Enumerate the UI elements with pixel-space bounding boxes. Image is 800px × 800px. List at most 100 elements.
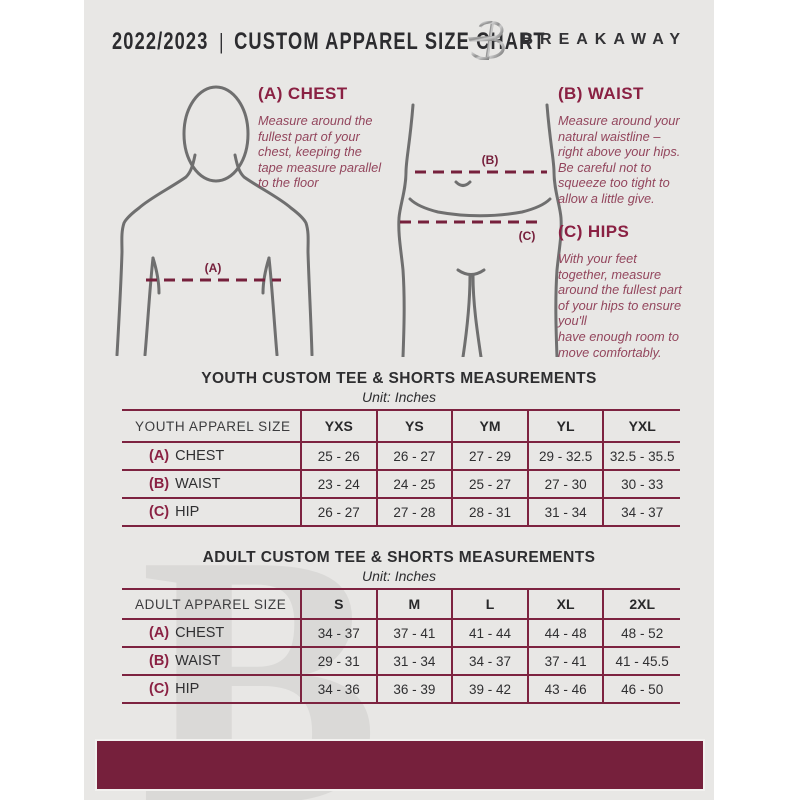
waist-heading: (B) WAIST: [558, 84, 644, 103]
table-cell: 29 - 31: [302, 648, 378, 674]
figure-navel: [454, 180, 472, 187]
row-prefix: (A): [149, 448, 170, 464]
table-cell: 41 - 44: [453, 620, 529, 646]
chest-instructions: (A) CHEST Measure around the fullest par…: [258, 84, 400, 191]
figure-right-armpit: [261, 256, 271, 295]
waist-body-text: Measure around your natural waistline – …: [558, 113, 681, 206]
row-prefix: (C): [149, 504, 170, 520]
table-cell: 23 - 24: [302, 471, 378, 497]
youth-chest-row: (A) CHEST 25 - 26 26 - 27 27 - 29 29 - 3…: [122, 443, 680, 471]
youth-table-header-row: YOUTH APPAREL SIZE YXS YS YM YL YXL: [122, 411, 680, 443]
adult-section-title: ADULT CUSTOM TEE & SHORTS MEASUREMENTS: [202, 549, 596, 566]
figure-left-inner-arm: [143, 256, 155, 356]
page-background: 2022/2023 | CUSTOM APPAREL SIZE CHART: [84, 0, 714, 800]
table-cell: 37 - 41: [529, 648, 605, 674]
figure-torso-left-outline: [397, 103, 415, 357]
hips-body-text: With your feet together, measure around …: [558, 251, 682, 360]
adult-size-table: ADULT APPAREL SIZE S M L XL 2XL (A) CHES…: [122, 588, 680, 704]
table-cell: 44 - 48: [529, 620, 605, 646]
figure-torso-right-outline: [545, 103, 563, 357]
adult-table-header-row: ADULT APPAREL SIZE S M L XL 2XL: [122, 590, 680, 620]
brand-block: BREAKAWAY: [465, 20, 687, 60]
hips-measure-label: (C): [519, 229, 536, 243]
row-title: CHEST: [175, 625, 225, 641]
youth-waist-row: (B) WAIST 23 - 24 24 - 25 25 - 27 27 - 3…: [122, 471, 680, 499]
adult-col-s: S: [302, 590, 378, 618]
table-cell: 41 - 45.5: [615, 653, 669, 669]
row-prefix: (B): [149, 476, 170, 492]
row-label: (A) CHEST: [122, 443, 302, 469]
adult-hip-row: (C) HIP 34 - 36 36 - 39 39 - 42 43 - 46 …: [122, 676, 680, 704]
row-prefix: (C): [149, 681, 170, 697]
youth-col-ym: YM: [453, 411, 529, 441]
table-cell: 48 - 52: [621, 625, 664, 641]
youth-col-ys: YS: [378, 411, 454, 441]
figure-right-inner-arm: [267, 256, 279, 356]
figure-hip-curve: [408, 197, 552, 218]
waist-hips-figure-diagram: (B) (C): [397, 103, 563, 357]
adult-col-2xl: 2XL: [629, 596, 656, 612]
youth-col-yxl: YXL: [628, 418, 656, 434]
youth-col-yxs: YXS: [302, 411, 378, 441]
row-title: WAIST: [175, 476, 221, 492]
figure-left-inner-thigh: [461, 274, 472, 357]
table-cell: 27 - 28: [378, 499, 454, 525]
chest-figure-diagram: (A): [115, 85, 314, 356]
row-title: WAIST: [175, 653, 221, 669]
table-cell: 24 - 25: [378, 471, 454, 497]
chest-measure-label: (A): [205, 261, 222, 275]
figure-head: [182, 85, 250, 183]
row-title: HIP: [175, 504, 200, 520]
table-cell: 25 - 27: [453, 471, 529, 497]
row-label: (A) CHEST: [122, 620, 302, 646]
figure-right-shoulder-arm: [233, 153, 314, 356]
figure-left-shoulder-arm: [115, 153, 197, 356]
chest-heading: (A) CHEST: [258, 84, 348, 103]
season-label: 2022/2023: [112, 28, 209, 55]
table-cell: 31 - 34: [378, 648, 454, 674]
figure-crotch-curve: [456, 268, 486, 276]
row-label: (B) WAIST: [122, 648, 302, 674]
table-cell: 34 - 37: [302, 620, 378, 646]
adult-col-m: M: [378, 590, 454, 618]
table-cell: 34 - 36: [302, 676, 378, 702]
table-cell: 36 - 39: [378, 676, 454, 702]
adult-col-l: L: [453, 590, 529, 618]
youth-hip-row: (C) HIP 26 - 27 27 - 28 28 - 31 31 - 34 …: [122, 499, 680, 527]
row-title: HIP: [175, 681, 200, 697]
table-cell: 29 - 32.5: [529, 443, 605, 469]
table-cell: 27 - 29: [453, 443, 529, 469]
figure-right-inner-thigh: [471, 274, 483, 357]
table-cell: 25 - 26: [302, 443, 378, 469]
row-prefix: (A): [149, 625, 170, 641]
table-cell: 43 - 46: [529, 676, 605, 702]
youth-unit-label: Unit: Inches: [362, 389, 436, 405]
row-label: (B) WAIST: [122, 471, 302, 497]
table-cell: 46 - 50: [621, 681, 664, 697]
youth-section-title: YOUTH CUSTOM TEE & SHORTS MEASUREMENTS: [201, 370, 597, 387]
adult-col-xl: XL: [529, 590, 605, 618]
table-cell: 27 - 30: [529, 471, 605, 497]
hips-heading: (C) HIPS: [558, 222, 630, 241]
adult-waist-row: (B) WAIST 29 - 31 31 - 34 34 - 37 37 - 4…: [122, 648, 680, 676]
table-cell: 26 - 27: [302, 499, 378, 525]
breakaway-b-logo-icon: [468, 20, 506, 60]
youth-size-table: YOUTH APPAREL SIZE YXS YS YM YL YXL (A) …: [122, 409, 680, 527]
table-cell: 32.5 - 35.5: [609, 448, 675, 464]
footer-accent-bar: [97, 741, 703, 789]
hips-instructions: (C) HIPS With your feet together, measur…: [558, 222, 710, 360]
waist-measure-label: (B): [482, 153, 499, 167]
adult-chest-row: (A) CHEST 34 - 37 37 - 41 41 - 44 44 - 4…: [122, 620, 680, 648]
row-label: (C) HIP: [122, 676, 302, 702]
waist-instructions: (B) WAIST Measure around your natural wa…: [558, 84, 706, 207]
chest-body-text: Measure around the fullest part of your …: [258, 113, 382, 191]
title-divider: |: [219, 29, 224, 54]
youth-col-yl: YL: [529, 411, 605, 441]
row-prefix: (B): [149, 653, 170, 669]
table-cell: 37 - 41: [378, 620, 454, 646]
adult-size-column-header: ADULT APPAREL SIZE: [122, 590, 302, 618]
adult-unit-label: Unit: Inches: [362, 568, 436, 584]
table-cell: 39 - 42: [453, 676, 529, 702]
table-cell: 34 - 37: [621, 504, 664, 520]
